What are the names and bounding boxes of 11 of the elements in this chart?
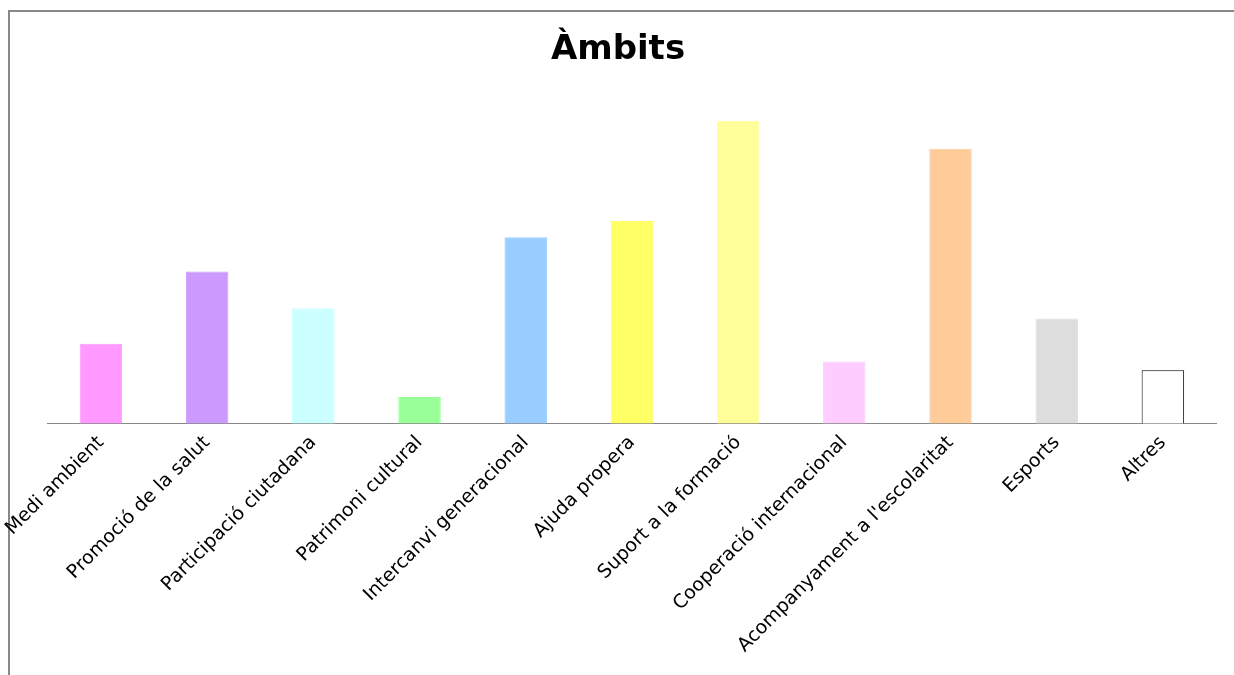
bar: [610, 221, 654, 424]
bar: [292, 308, 335, 424]
bar: [185, 271, 229, 424]
bar: [504, 237, 547, 424]
chart-title: Àmbits: [550, 27, 686, 68]
bar: [398, 396, 441, 424]
bar: [1035, 318, 1078, 424]
bar: [716, 120, 760, 424]
bar: [823, 361, 866, 424]
bar: [79, 343, 123, 424]
bar: [929, 148, 972, 424]
